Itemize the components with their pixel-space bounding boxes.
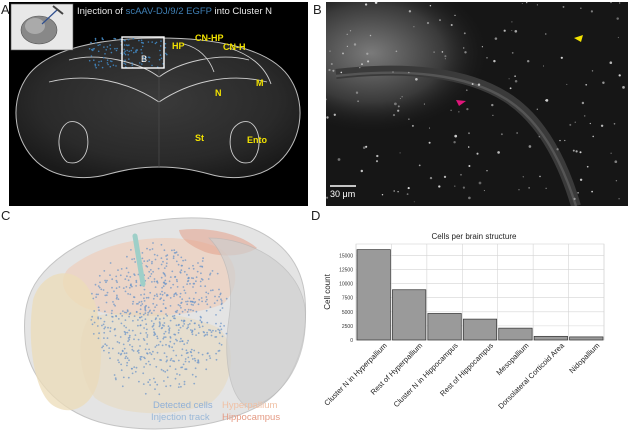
- brain-section-image: [10, 3, 301, 179]
- region-label-hp: HP: [172, 41, 185, 51]
- y-tick-label: 0: [350, 338, 353, 344]
- y-tick-label: 12500: [339, 267, 353, 273]
- region-label-n: N: [215, 88, 222, 98]
- title-suffix: into Cluster N: [214, 6, 273, 17]
- y-tick-label: 5000: [342, 310, 353, 316]
- panel-a-title: Injection of scAAV-DJ/9/2 EGFP into Clus…: [77, 6, 272, 17]
- region-label-st: St: [195, 133, 204, 143]
- region-label-ento: Ento: [247, 135, 267, 145]
- 3d-brain-render: [24, 217, 307, 430]
- scale-bar-label: 30 μm: [330, 189, 356, 199]
- bar: [427, 313, 462, 341]
- legend-detected-cells: Detected cells: [153, 400, 213, 411]
- chart-title: Cells per brain structure: [431, 232, 517, 241]
- title-virus-name: scAAV-DJ/9/2 EGFP: [125, 6, 212, 17]
- injection-track: [132, 233, 146, 287]
- y-tick-label: 7500: [342, 296, 353, 302]
- x-tick-label: Dorsolateral Corticoid Area: [496, 340, 566, 410]
- region-label-cn-hp: CN-HP: [195, 33, 224, 43]
- magnified-image: [326, 2, 628, 206]
- bar: [533, 335, 568, 341]
- title-prefix: Injection of: [77, 6, 123, 17]
- magenta-arrow-icon: [456, 100, 466, 106]
- bar: [356, 249, 391, 341]
- region-label-m: M: [256, 78, 264, 88]
- bar: [498, 327, 533, 341]
- panel-a-brain-section: Injection of scAAV-DJ/9/2 EGFP into Clus…: [9, 2, 308, 206]
- y-tick-label: 10000: [339, 282, 353, 288]
- roi-box: [121, 36, 165, 69]
- yellow-arrow-icon: [574, 35, 583, 42]
- bar: [392, 289, 427, 341]
- panel-b-letter: B: [313, 2, 322, 17]
- roi-box-label: B: [141, 54, 148, 64]
- legend-hyperpallium: Hyperpallium: [222, 400, 278, 411]
- y-axis-label: Cell count: [323, 273, 332, 309]
- panel-d-letter: D: [311, 208, 321, 223]
- region-label-cn-h: CN-H: [223, 42, 246, 52]
- panel-d-chart: Cells per brain structure 0 2500 5000 7500 1…: [320, 208, 628, 438]
- x-tick-label: Cluster N in Hyperpallium: [322, 341, 388, 407]
- bar-chart: 0 2500 5000 7500 10000 12500 15000 Cluster N i…: [322, 243, 605, 411]
- x-tick-label: Cluster N in Hippocampus: [392, 341, 460, 409]
- panel-a-letter: A: [1, 2, 10, 17]
- legend-hippocampus: Hippocampus: [222, 412, 281, 423]
- panel-c-3d-brain: Detected cells Injection track Hyperpall…: [9, 208, 309, 438]
- bar: [462, 318, 498, 341]
- panel-c-letter: C: [1, 208, 11, 223]
- x-tick-label: Mesopallium: [494, 341, 530, 377]
- panel-b-magnified: 30 μm: [326, 2, 628, 206]
- x-tick-label: Nidopallium: [567, 341, 601, 375]
- y-tick-label: 2500: [342, 324, 353, 330]
- legend-injection-track: Injection track: [151, 412, 210, 423]
- bar: [569, 336, 604, 341]
- y-tick-label: 15000: [339, 253, 353, 259]
